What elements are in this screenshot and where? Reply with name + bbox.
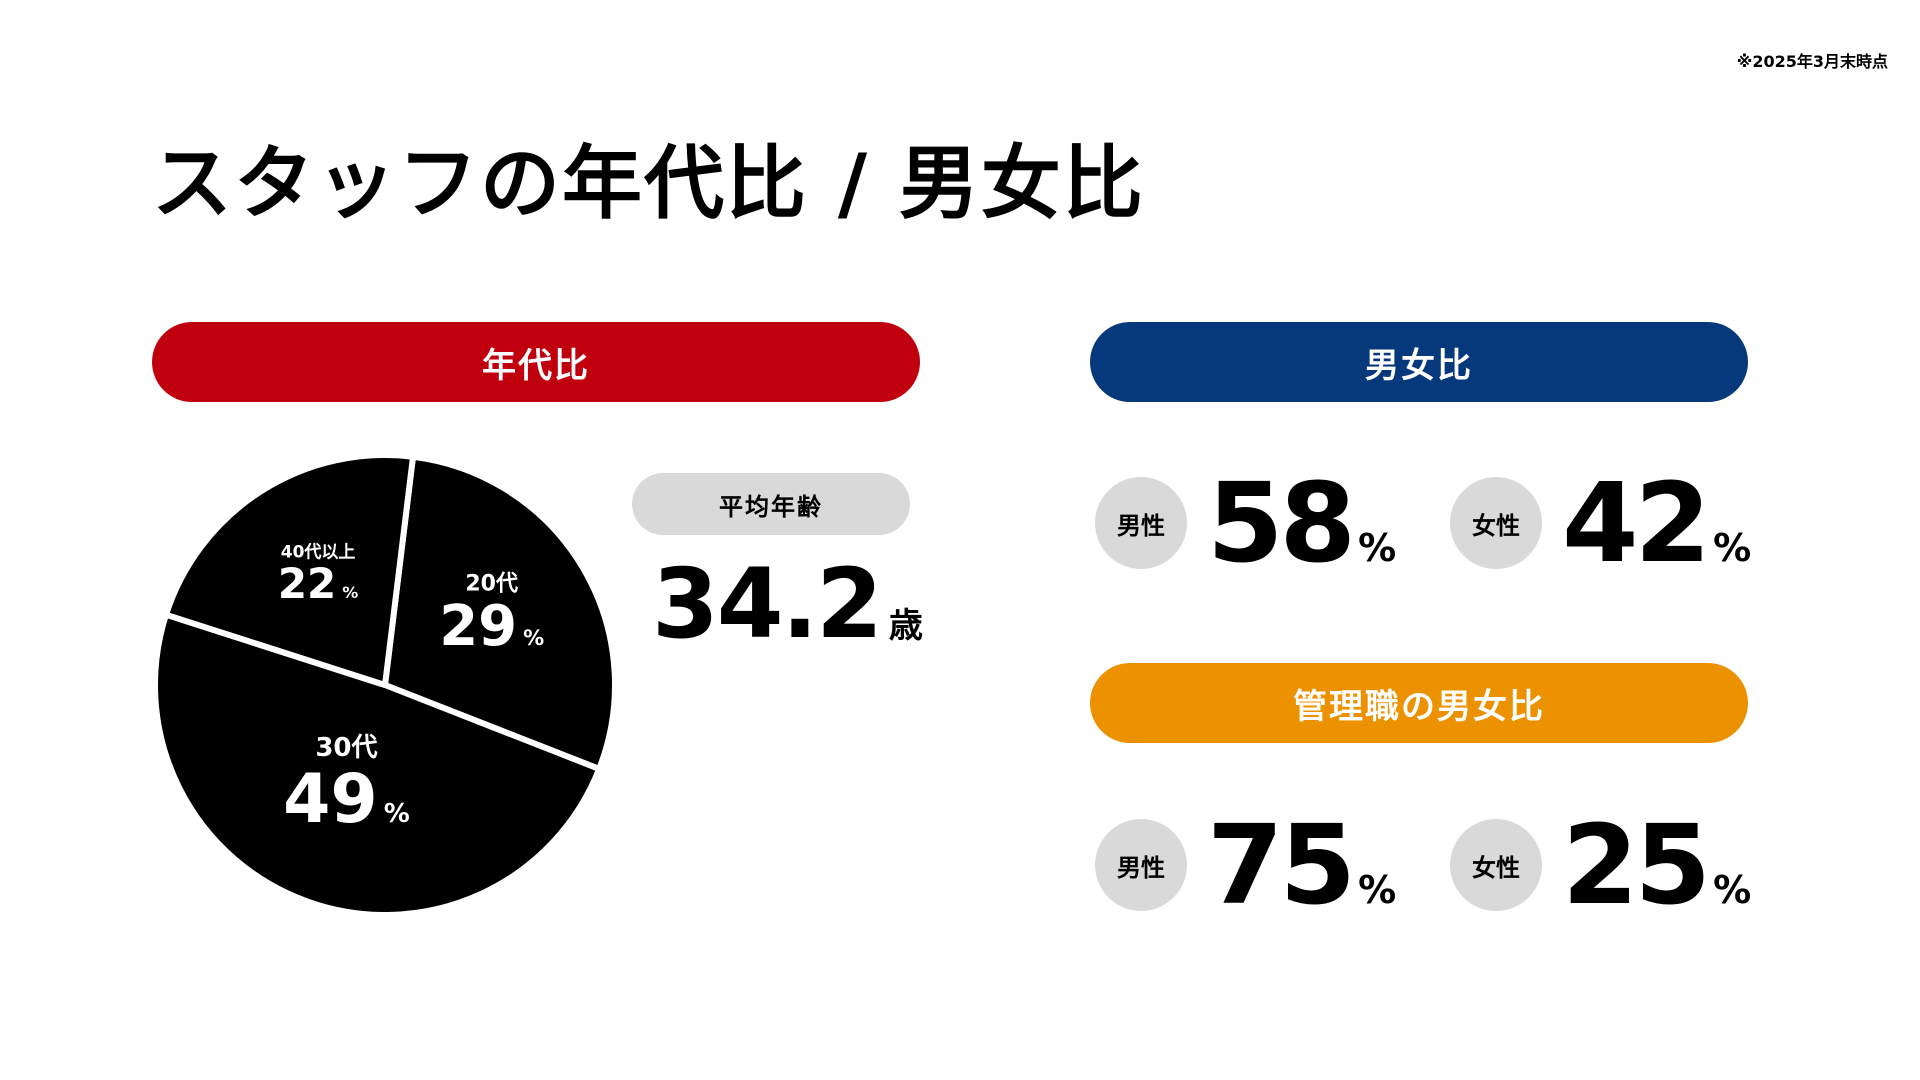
average-age-value: 34.2 <box>652 548 883 660</box>
manager-male-value: 75 <box>1207 801 1356 929</box>
average-age: 34.2 歳 <box>652 548 923 660</box>
pie-category-label: 40代以上 <box>281 541 356 562</box>
average-age-label: 平均年齢 <box>632 473 910 535</box>
pie-slice-1 <box>382 453 618 772</box>
pie-value-label: 22% <box>278 559 358 608</box>
gender-male-label: 男性 <box>1095 477 1187 569</box>
manager-male-label: 男性 <box>1095 819 1187 911</box>
manager-female-value: 25 <box>1562 801 1711 929</box>
gender-female-unit: % <box>1713 526 1752 570</box>
manager-female-unit: % <box>1713 868 1752 912</box>
pie-slice-2 <box>152 611 603 918</box>
manager-male-unit: % <box>1358 868 1397 912</box>
pie-slice-3 <box>163 452 417 688</box>
pie-value-label: 49% <box>283 760 410 839</box>
gender-male-stat: 男性 58 % <box>1095 468 1396 578</box>
gender-male-unit: % <box>1358 526 1397 570</box>
page-title: スタッフの年代比 / 男女比 <box>152 137 1145 230</box>
gender-female-label: 女性 <box>1450 477 1542 569</box>
gender-section-header: 男女比 <box>1090 322 1748 402</box>
manager-female-label: 女性 <box>1450 819 1542 911</box>
average-age-unit: 歳 <box>888 606 923 646</box>
date-note: ※2025年3月末時点 <box>1736 52 1888 71</box>
manager-male-stat: 男性 75 % <box>1095 810 1396 920</box>
gender-female-value: 42 <box>1562 459 1711 587</box>
age-section-header: 年代比 <box>152 322 920 402</box>
manager-section-header: 管理職の男女比 <box>1090 663 1748 743</box>
gender-male-value: 58 <box>1207 459 1356 587</box>
manager-female-stat: 女性 25 % <box>1450 810 1751 920</box>
pie-category-label: 20代 <box>465 572 518 597</box>
pie-category-label: 30代 <box>315 733 377 763</box>
pie-value-label: 29% <box>439 594 544 659</box>
gender-female-stat: 女性 42 % <box>1450 468 1751 578</box>
